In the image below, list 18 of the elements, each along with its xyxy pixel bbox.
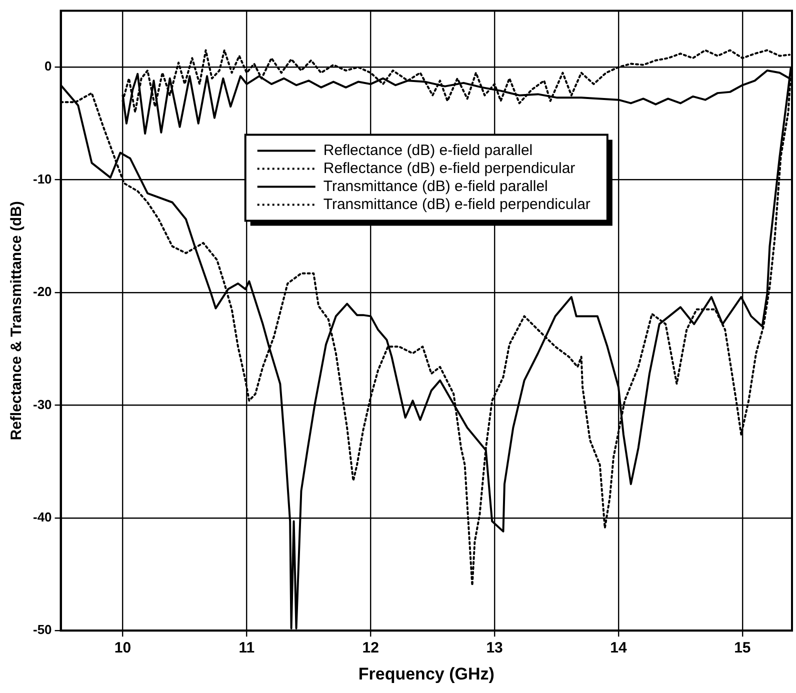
y-tick-label: -20 bbox=[32, 284, 52, 300]
y-tick-label: -30 bbox=[32, 396, 52, 412]
legend-label: Reflectance (dB) e-field perpendicular bbox=[323, 160, 576, 177]
y-axis-title: Reflectance & Transmittance (dB) bbox=[8, 201, 26, 440]
x-tick-label: 15 bbox=[734, 640, 751, 657]
x-tick-label: 12 bbox=[362, 640, 379, 657]
x-tick-label: 13 bbox=[486, 640, 503, 657]
y-tick-label: -10 bbox=[32, 171, 52, 186]
x-axis-title: Frequency (GHz) bbox=[358, 664, 494, 684]
x-tick-label: 11 bbox=[238, 640, 255, 657]
x-tick-label: 14 bbox=[610, 640, 628, 657]
y-tick-label: 0 bbox=[44, 58, 52, 74]
y-tick-label: -50 bbox=[32, 622, 52, 638]
legend-label: Reflectance (dB) e-field parallel bbox=[323, 142, 533, 159]
y-tick-label: -40 bbox=[32, 509, 52, 524]
x-tick-label: 10 bbox=[114, 640, 132, 657]
legend-label: Transmittance (dB) e-field perpendicular bbox=[323, 196, 590, 213]
legend-label: Transmittance (dB) e-field parallel bbox=[323, 178, 548, 195]
